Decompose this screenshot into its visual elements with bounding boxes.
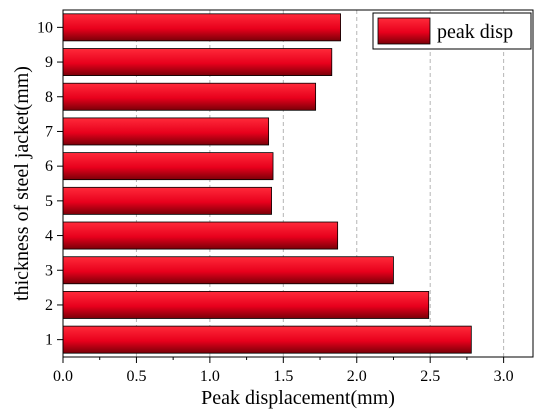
y-tick-label-5: 5 bbox=[45, 193, 53, 210]
axis-ticks: 0.0 0.5 1.0 1.5 2.0 2.5 3.0 1 2 3 4 5 6 7 8 9 10 bbox=[37, 19, 514, 385]
y-axis-title: thickness of steel jacket(mm) bbox=[11, 66, 33, 301]
y-tick-label-9: 9 bbox=[45, 54, 53, 71]
bar-7 bbox=[62, 117, 270, 146]
bar-1 bbox=[62, 325, 472, 354]
x-tick-label-3: 1.5 bbox=[273, 368, 293, 385]
bar-2 bbox=[62, 291, 430, 319]
x-tick-label-6: 3.0 bbox=[494, 368, 514, 385]
y-tick-label-4: 4 bbox=[45, 228, 53, 245]
legend: peak disp bbox=[372, 12, 532, 50]
y-tick-label-3: 3 bbox=[45, 262, 53, 279]
bar-8 bbox=[62, 82, 317, 111]
y-tick-label-6: 6 bbox=[45, 158, 53, 175]
x-tick-label-5: 2.5 bbox=[420, 368, 440, 385]
bar-9 bbox=[62, 48, 333, 76]
y-tick-label-10: 10 bbox=[37, 19, 53, 36]
bar-6 bbox=[62, 152, 274, 181]
y-tick-label-2: 2 bbox=[45, 297, 53, 314]
x-tick-label-2: 1.0 bbox=[200, 368, 220, 385]
bar-3 bbox=[62, 256, 394, 285]
x-tick-label-4: 2.0 bbox=[347, 368, 367, 385]
bars bbox=[62, 13, 472, 354]
y-tick-label-7: 7 bbox=[45, 123, 53, 140]
legend-swatch bbox=[377, 17, 431, 45]
bar-4 bbox=[62, 221, 339, 250]
bar-5 bbox=[62, 186, 272, 215]
x-axis-title: Peak displacement(mm) bbox=[201, 387, 395, 409]
legend-label: peak disp bbox=[437, 21, 513, 43]
x-tick-label-1: 0.5 bbox=[126, 368, 146, 385]
plot-area-frame bbox=[62, 9, 534, 358]
bar-10 bbox=[62, 13, 341, 42]
y-tick-label-1: 1 bbox=[45, 332, 53, 349]
y-tick-label-8: 8 bbox=[45, 89, 53, 106]
x-tick-label-0: 0.0 bbox=[53, 368, 73, 385]
